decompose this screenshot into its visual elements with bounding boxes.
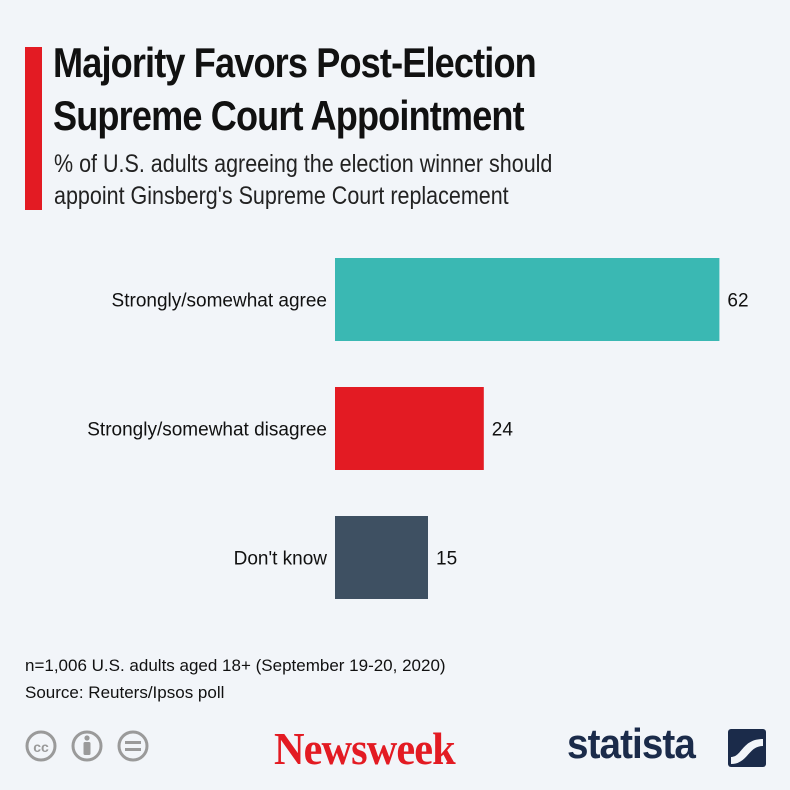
no-derivatives-icon[interactable] bbox=[117, 730, 149, 762]
statista-wordmark[interactable]: statista bbox=[567, 720, 696, 767]
chart-title-line-2: Supreme Court Appointment bbox=[53, 92, 525, 139]
attribution-icon[interactable] bbox=[71, 730, 103, 762]
chart-title: Majority Favors Post-Election Supreme Co… bbox=[53, 36, 672, 142]
license-icons: cc bbox=[25, 730, 149, 762]
value-label-0: 62 bbox=[727, 291, 748, 312]
category-label-0: Strongly/somewhat agree bbox=[112, 291, 327, 312]
bar-1 bbox=[335, 387, 484, 470]
bar-2 bbox=[335, 516, 428, 599]
chart-footnotes: n=1,006 U.S. adults aged 18+ (September … bbox=[25, 652, 446, 706]
value-label-1: 24 bbox=[492, 420, 514, 441]
statista-logo-icon bbox=[728, 729, 766, 767]
title-accent-bar bbox=[25, 47, 42, 210]
bar-chart: Strongly/somewhat agree 62 Strongly/somewh… bbox=[87, 258, 749, 599]
chart-subtitle-line-2: appoint Ginsberg's Supreme Court replace… bbox=[54, 182, 509, 210]
category-label-1: Strongly/somewhat disagree bbox=[87, 420, 327, 441]
chart-subtitle-line-1: % of U.S. adults agreeing the election w… bbox=[54, 150, 553, 178]
newsweek-logo[interactable]: Newsweek bbox=[274, 723, 456, 774]
chart-title-line-1: Majority Favors Post-Election bbox=[53, 39, 537, 86]
source-note: Source: Reuters/Ipsos poll bbox=[25, 683, 225, 702]
sample-note: n=1,006 U.S. adults aged 18+ (September … bbox=[25, 656, 446, 675]
svg-text:cc: cc bbox=[33, 739, 49, 755]
bar-0 bbox=[335, 258, 720, 341]
category-label-2: Don't know bbox=[234, 549, 328, 570]
cc-icon[interactable]: cc bbox=[25, 730, 57, 762]
chart-subtitle: % of U.S. adults agreeing the election w… bbox=[54, 148, 604, 212]
value-label-2: 15 bbox=[436, 549, 457, 570]
